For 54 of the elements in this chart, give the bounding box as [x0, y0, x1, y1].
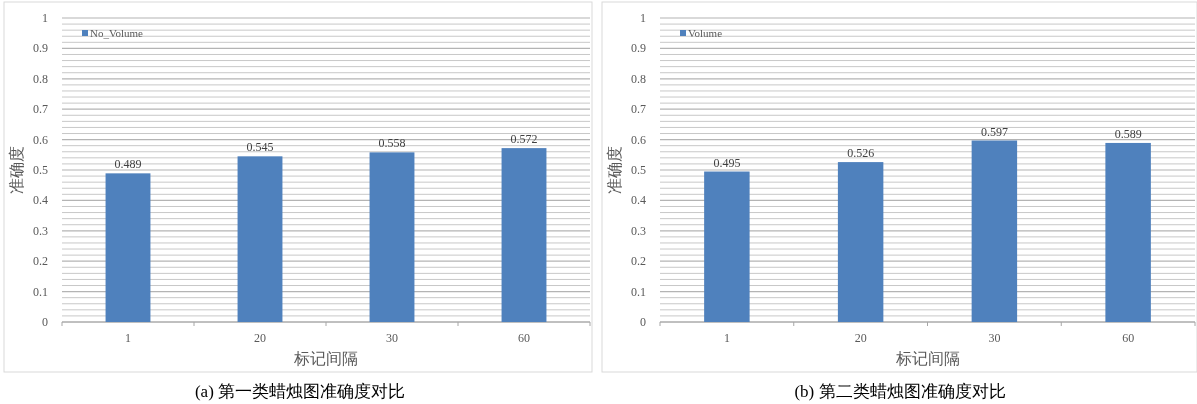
x-tick-label: 1	[125, 331, 131, 345]
y-tick-label: 0.2	[33, 254, 48, 269]
data-label: 0.589	[1114, 126, 1142, 141]
bar	[105, 173, 151, 322]
y-tick-label: 0.1	[631, 284, 646, 299]
x-tick-label: 20	[854, 331, 867, 345]
y-tick-label: 0.1	[33, 284, 48, 299]
y-tick-label: 0.3	[631, 223, 646, 238]
y-tick-label: 0.8	[631, 71, 646, 86]
bar	[704, 171, 750, 322]
y-tick-label: 0.7	[33, 102, 48, 117]
bar	[237, 156, 283, 322]
bar	[837, 162, 884, 322]
x-axis-title: 标记间隔	[293, 350, 358, 367]
data-label: 0.572	[510, 132, 538, 147]
y-tick-label: 0.9	[33, 41, 48, 56]
x-tick-label: 30	[988, 331, 1001, 345]
x-axis-title: 标记间隔	[894, 350, 960, 367]
y-tick-label: 0.5	[631, 163, 646, 177]
data-label: 0.489	[114, 157, 142, 172]
y-tick-label: 0.4	[33, 193, 48, 208]
x-tick-label: 30	[386, 331, 398, 345]
data-label: 0.545	[246, 140, 274, 155]
y-tick-label: 0.2	[631, 254, 646, 269]
data-label: 0.558	[378, 136, 406, 151]
y-tick-label: 0.6	[33, 132, 48, 147]
y-tick-label: 0.8	[33, 71, 48, 86]
y-tick-label: 0.9	[631, 41, 646, 56]
y-tick-label: 0	[640, 315, 646, 329]
x-tick-label: 20	[254, 331, 266, 345]
bar	[369, 152, 415, 322]
bar	[971, 140, 1018, 322]
data-label: 0.526	[847, 146, 875, 161]
bar	[501, 148, 547, 322]
y-tick-label: 0.6	[631, 132, 646, 147]
y-axis-title: 准确度	[606, 146, 623, 194]
y-tick-label: 0.4	[631, 193, 646, 208]
legend-label: Volume	[688, 27, 723, 39]
data-label: 0.597	[980, 124, 1008, 139]
y-tick-label: 0.7	[631, 102, 646, 117]
legend-label: No_Volume	[90, 27, 144, 39]
y-tick-label: 0.5	[33, 163, 48, 177]
x-tick-label: 60	[518, 331, 530, 345]
y-tick-label: 1	[640, 11, 646, 25]
y-tick-label: 1	[42, 11, 48, 25]
y-tick-label: 0.3	[33, 223, 48, 238]
data-label: 0.495	[713, 155, 741, 170]
y-tick-label: 0	[42, 315, 48, 329]
text: (b) 第二类蜡烛图准确度对比	[794, 382, 1006, 401]
x-tick-label: 1	[723, 331, 730, 345]
bar	[1105, 142, 1151, 322]
text: (a) 第一类蜡烛图准确度对比	[194, 382, 406, 401]
x-tick-label: 60	[1122, 331, 1135, 345]
y-axis-title: 准确度	[8, 146, 25, 194]
